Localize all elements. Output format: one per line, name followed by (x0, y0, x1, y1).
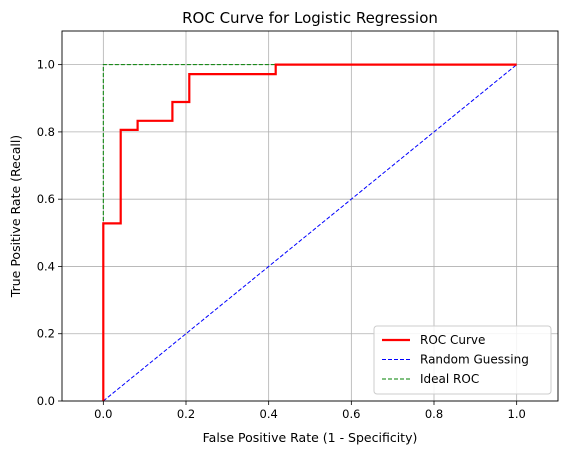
x-tick-label: 0.4 (260, 407, 278, 421)
y-tick-label: 0.4 (37, 259, 55, 273)
y-tick-label: 0.0 (37, 394, 55, 408)
y-tick-label: 0.6 (37, 192, 55, 206)
legend-label-roc-curve: ROC Curve (420, 333, 485, 347)
x-axis-ticks: 0.0 0.2 0.4 0.6 0.8 1.0 (94, 401, 526, 421)
y-tick-label: 0.8 (37, 125, 55, 139)
y-axis-ticks: 0.0 0.2 0.4 0.6 0.8 1.0 (37, 58, 62, 408)
y-axis-label: True Positive Rate (Recall) (8, 135, 23, 298)
x-tick-label: 1.0 (508, 407, 526, 421)
legend-label-ideal-roc: Ideal ROC (420, 372, 479, 386)
y-tick-label: 0.2 (37, 327, 55, 341)
legend-label-random-guessing: Random Guessing (420, 353, 529, 367)
x-tick-label: 0.2 (177, 407, 195, 421)
y-tick-label: 1.0 (37, 58, 55, 72)
legend: ROC Curve Random Guessing Ideal ROC (374, 326, 551, 394)
chart-title: ROC Curve for Logistic Regression (182, 9, 438, 27)
x-tick-label: 0.6 (342, 407, 360, 421)
x-tick-label: 0.8 (425, 407, 443, 421)
x-tick-label: 0.0 (94, 407, 112, 421)
x-axis-label: False Positive Rate (1 - Specificity) (203, 430, 418, 445)
